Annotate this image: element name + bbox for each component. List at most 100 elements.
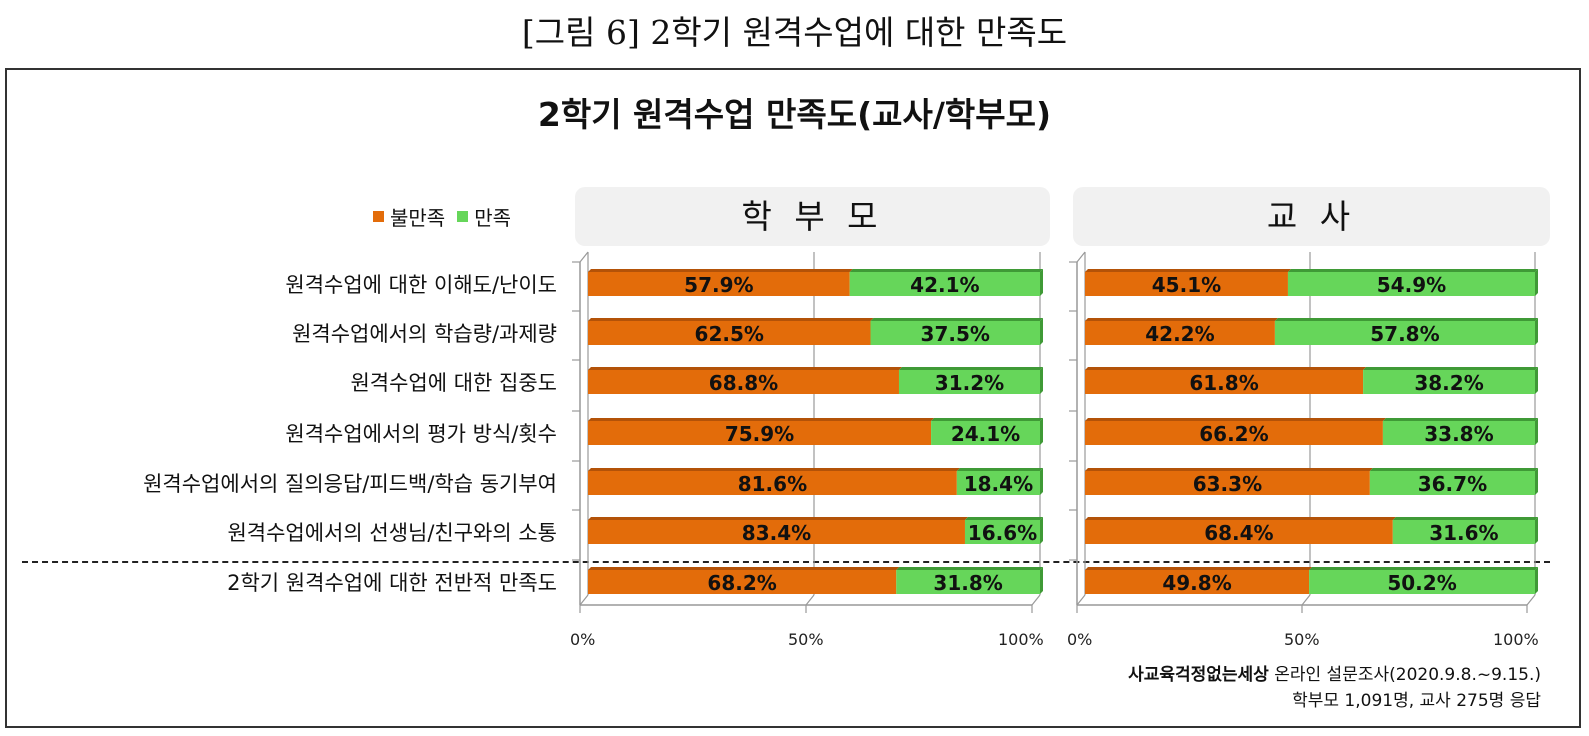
bar-segment bbox=[588, 471, 957, 495]
data-label: 62.5% bbox=[695, 322, 764, 346]
gridline bbox=[579, 594, 589, 606]
legend-swatch-satisfied bbox=[457, 211, 469, 222]
bar-segment bbox=[588, 272, 850, 296]
category-label: 원격수업에서의 평가 방식/횟수 bbox=[285, 422, 557, 446]
bar-top-face bbox=[1392, 517, 1538, 520]
bar-segment bbox=[1085, 570, 1310, 594]
bar-top-face bbox=[1085, 517, 1396, 520]
axis-line bbox=[579, 251, 589, 263]
source-survey: 온라인 설문조사(2020.9.8.~9.15.) bbox=[1268, 665, 1541, 685]
bar-segment bbox=[1085, 321, 1275, 345]
bar-segment bbox=[588, 321, 871, 345]
data-label: 38.2% bbox=[1414, 371, 1483, 395]
data-label: 18.4% bbox=[964, 472, 1033, 496]
data-label: 42.2% bbox=[1145, 322, 1214, 346]
bar-top-face bbox=[588, 367, 902, 370]
bar-side-face bbox=[1535, 269, 1538, 296]
bar-side-face bbox=[1535, 517, 1538, 544]
data-label: 81.6% bbox=[738, 472, 807, 496]
x-tick-label: 0% bbox=[570, 630, 596, 649]
x-tick-label: 50% bbox=[1284, 630, 1320, 649]
data-label: 61.8% bbox=[1189, 371, 1258, 395]
data-label: 57.8% bbox=[1370, 322, 1439, 346]
bar-segment bbox=[898, 370, 1040, 394]
bar-segment bbox=[1085, 421, 1383, 445]
legend-swatch-dissatisfied bbox=[373, 211, 384, 222]
bar-side-face bbox=[1040, 517, 1043, 544]
data-label: 24.1% bbox=[951, 422, 1020, 446]
bar-side-face bbox=[1535, 567, 1538, 594]
bar-side-face bbox=[1535, 468, 1538, 495]
bar-top-face bbox=[588, 517, 968, 520]
bar-segment bbox=[931, 421, 1040, 445]
bar-top-face bbox=[588, 418, 935, 421]
bar-segment bbox=[1085, 471, 1370, 495]
bar-top-face bbox=[931, 418, 1043, 421]
axis-line bbox=[1076, 251, 1086, 263]
data-label: 68.2% bbox=[707, 571, 776, 595]
legend-label-dissatisfied: 불만족 bbox=[390, 206, 446, 230]
data-label: 37.5% bbox=[921, 322, 990, 346]
bar-side-face bbox=[1040, 367, 1043, 394]
data-label: 31.2% bbox=[935, 371, 1004, 395]
gridline bbox=[1301, 594, 1311, 606]
bar-segment bbox=[1085, 272, 1288, 296]
source-org: 사교육걱정없는세상 bbox=[1128, 665, 1269, 685]
bar-top-face bbox=[896, 567, 1043, 570]
legend-label-satisfied: 만족 bbox=[474, 206, 512, 230]
bar-segment bbox=[1274, 321, 1535, 345]
bar-top-face bbox=[898, 367, 1043, 370]
bar-top-face bbox=[1382, 418, 1538, 421]
category-label: 원격수업에서의 학습량/과제량 bbox=[292, 322, 557, 346]
bar-segment bbox=[849, 272, 1040, 296]
bar-side-face bbox=[1040, 269, 1043, 296]
gridline bbox=[805, 594, 815, 606]
gridline bbox=[1076, 594, 1086, 606]
category-label: 원격수업에서의 선생님/친구와의 소통 bbox=[227, 521, 557, 545]
data-label: 50.2% bbox=[1387, 571, 1456, 595]
bar-top-face bbox=[1085, 418, 1386, 421]
bar-top-face bbox=[588, 269, 853, 272]
data-label: 57.9% bbox=[684, 273, 753, 297]
bar-top-face bbox=[870, 318, 1043, 321]
data-label: 68.8% bbox=[709, 371, 778, 395]
data-label: 49.8% bbox=[1162, 571, 1231, 595]
bar-top-face bbox=[849, 269, 1043, 272]
bar-top-face bbox=[1085, 567, 1313, 570]
bar-top-face bbox=[964, 517, 1043, 520]
category-label: 원격수업에서의 질의응답/피드백/학습 동기부여 bbox=[143, 472, 557, 496]
data-label: 54.9% bbox=[1377, 273, 1446, 297]
bar-segment bbox=[1085, 520, 1393, 544]
bar-side-face bbox=[1040, 567, 1043, 594]
source-note: 사교육걱정없는세상 온라인 설문조사(2020.9.8.~9.15.) bbox=[1128, 660, 1541, 685]
x-tick-label: 50% bbox=[788, 630, 824, 649]
chart-frame bbox=[5, 68, 1581, 728]
bar-top-face bbox=[1287, 269, 1538, 272]
bar-side-face bbox=[1040, 468, 1043, 495]
bar-segment bbox=[956, 471, 1040, 495]
gridline bbox=[1031, 594, 1041, 606]
data-label: 66.2% bbox=[1199, 422, 1268, 446]
category-label: 원격수업에 대한 이해도/난이도 bbox=[285, 273, 557, 297]
bar-segment bbox=[870, 321, 1040, 345]
bar-segment bbox=[588, 421, 932, 445]
panel-header-teachers: 교 사 bbox=[1073, 187, 1550, 246]
bar-segment bbox=[1287, 272, 1535, 296]
bar-top-face bbox=[1085, 318, 1278, 321]
data-label: 45.1% bbox=[1152, 273, 1221, 297]
category-label: 2학기 원격수업에 대한 전반적 만족도 bbox=[227, 571, 557, 595]
data-label: 33.8% bbox=[1424, 422, 1493, 446]
x-tick-label: 100% bbox=[1493, 630, 1539, 649]
bar-top-face bbox=[1274, 318, 1538, 321]
bar-side-face bbox=[1040, 418, 1043, 445]
bar-side-face bbox=[1535, 418, 1538, 445]
data-label: 75.9% bbox=[725, 422, 794, 446]
x-tick-label: 100% bbox=[998, 630, 1044, 649]
bar-side-face bbox=[1535, 367, 1538, 394]
legend: 불만족 만족 bbox=[373, 202, 511, 231]
gridline bbox=[1526, 594, 1536, 606]
bar-top-face bbox=[1369, 468, 1538, 471]
data-label: 68.4% bbox=[1204, 521, 1273, 545]
bar-segment bbox=[964, 520, 1040, 544]
data-label: 42.1% bbox=[910, 273, 979, 297]
